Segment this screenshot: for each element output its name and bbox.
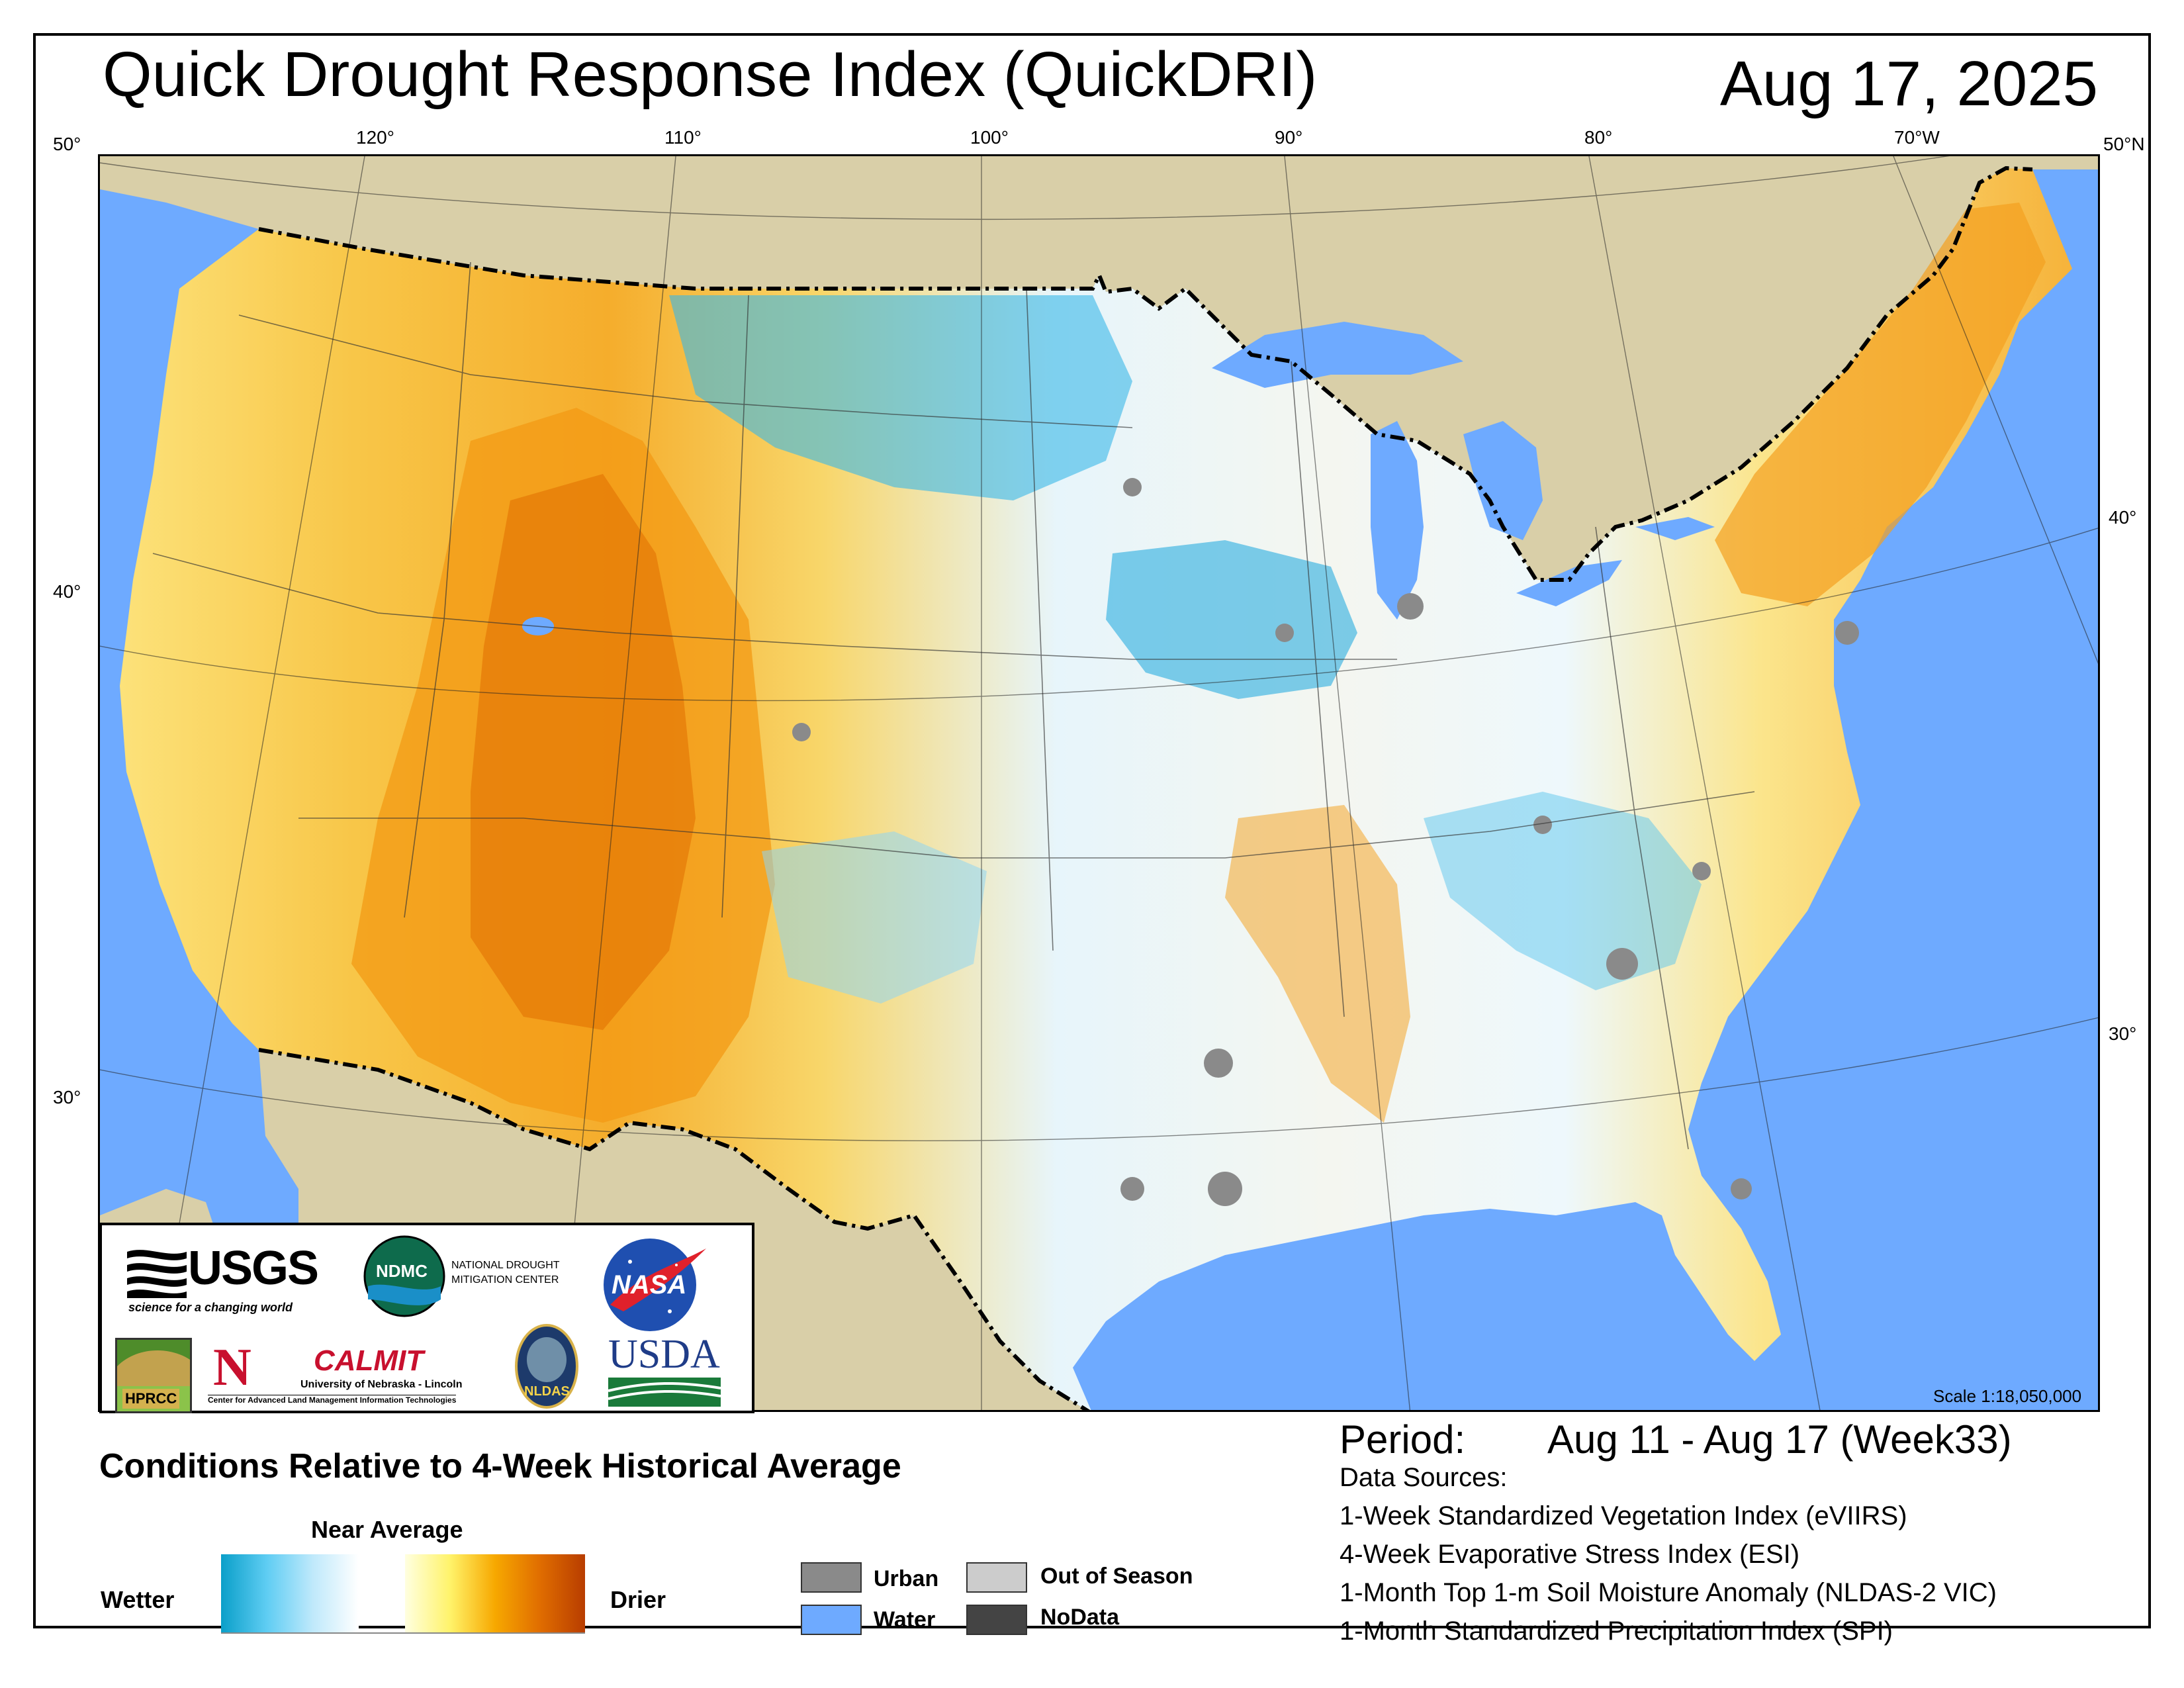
urban-swatch	[801, 1562, 862, 1593]
out-of-season-label: Out of Season	[1040, 1564, 1193, 1589]
lake-huron	[1463, 421, 1543, 540]
urban-area	[1397, 593, 1424, 620]
urban-area	[1835, 621, 1859, 645]
wet-region-northern-plains	[669, 295, 1132, 500]
map-date: Aug 17, 2025	[1719, 48, 2098, 119]
calmit-university: University of Nebraska - Lincoln	[300, 1379, 463, 1390]
urban-area	[1275, 624, 1294, 642]
data-source-item: 1-Week Standardized Vegetation Index (eV…	[1340, 1501, 1907, 1530]
dry-region-northeast	[1715, 203, 2046, 606]
ndmc-abbrev: NDMC	[376, 1261, 428, 1281]
out-of-season-swatch	[966, 1562, 1027, 1593]
lake-ontario	[1635, 517, 1715, 540]
urban-area	[1533, 816, 1552, 834]
corner-lat-right: 50°N	[2103, 134, 2145, 154]
water-swatch	[801, 1605, 862, 1635]
calmit-center: Center for Advanced Land Management Info…	[208, 1395, 457, 1405]
hprcc-wordmark: HPRCC	[122, 1389, 180, 1409]
urban-area	[1204, 1049, 1233, 1078]
urban-area	[792, 723, 811, 741]
calmit-logo: N CALMIT University of Nebraska - Lincol…	[208, 1338, 479, 1409]
partner-logos: USGS science for a changing world NDMC N…	[99, 1223, 754, 1413]
data-source-item: 1-Month Standardized Precipitation Index…	[1340, 1617, 1893, 1646]
wet-region-southeast	[1424, 792, 1702, 990]
drought-map: Scale 1:18,050,000	[98, 154, 2100, 1412]
usgs-wave-icon	[127, 1250, 187, 1298]
graticule-lines	[100, 156, 2098, 1410]
lat-label-right: 30°	[2109, 1023, 2137, 1044]
lat-label-left: 30°	[53, 1087, 81, 1107]
map-scale: Scale 1:18,050,000	[1933, 1386, 2082, 1406]
lake-erie	[1516, 560, 1622, 606]
hprcc-logo: HPRCC	[115, 1338, 192, 1413]
usda-field-icon	[608, 1378, 721, 1407]
usda-wordmark: USDA	[608, 1332, 720, 1377]
lon-label: 80°	[1584, 127, 1613, 148]
urban-area	[1123, 478, 1142, 496]
nasa-meatball-icon	[604, 1239, 706, 1331]
usgs-tagline: science for a changing world	[128, 1301, 293, 1314]
nldas-badge-icon	[515, 1324, 578, 1409]
data-sources-heading: Data Sources:	[1340, 1463, 1508, 1492]
mexico-border	[258, 1048, 1091, 1410]
data-source-item: 1-Month Top 1-m Soil Moisture Anomaly (N…	[1340, 1578, 1997, 1607]
figure-frame	[33, 33, 2151, 1628]
legend-heading: Conditions Relative to 4-Week Historical…	[99, 1447, 901, 1485]
dry-region-south-central	[1225, 805, 1410, 1123]
canada-landmass	[100, 156, 2098, 580]
urban-area	[1120, 1177, 1144, 1201]
nodata-label: NoData	[1040, 1605, 1120, 1630]
period-label: Period:	[1340, 1417, 1466, 1462]
hprcc-hills-icon	[117, 1340, 190, 1386]
lake-superior	[1212, 322, 1463, 388]
legend-near-average: Near Average	[311, 1516, 463, 1543]
usgs-logo: USGS science for a changing world	[127, 1242, 319, 1314]
usgs-wordmark: USGS	[188, 1242, 319, 1295]
nasa-wordmark: NASA	[612, 1270, 687, 1299]
calmit-wordmark: CALMIT	[314, 1344, 424, 1377]
lat-label-right: 40°	[2109, 507, 2137, 528]
urban-area	[1606, 948, 1638, 980]
legend-drier: Drier	[610, 1586, 666, 1613]
nodata-swatch	[966, 1605, 1027, 1635]
wet-color-ramp	[221, 1554, 359, 1632]
legend-wetter: Wetter	[101, 1586, 175, 1613]
data-source-item: 4-Week Evaporative Stress Index (ESI)	[1340, 1540, 1800, 1569]
ndmc-globe-icon	[363, 1235, 445, 1317]
lon-label: 90°	[1275, 127, 1303, 148]
urban-label: Urban	[874, 1566, 939, 1591]
ndmc-logo: NDMC NATIONAL DROUGHT MITIGATION CENTER	[361, 1233, 560, 1323]
dry-color-ramp	[405, 1554, 585, 1632]
ramp-baseline	[221, 1632, 585, 1634]
lon-label: 70°W	[1894, 127, 1940, 148]
urban-area	[1692, 862, 1711, 880]
urban-area	[1731, 1178, 1752, 1199]
ndmc-name-line1: NATIONAL DROUGHT	[451, 1260, 560, 1271]
urban-areas	[792, 478, 1859, 1206]
map-title: Quick Drought Response Index (QuickDRI)	[103, 39, 1318, 110]
lake-michigan	[1371, 421, 1424, 620]
dry-region-southwest-core	[471, 474, 696, 1030]
state-boundaries	[152, 261, 1755, 1150]
unl-n-mark: N	[213, 1338, 251, 1397]
international-border	[258, 165, 2033, 582]
water-label: Water	[874, 1607, 936, 1632]
urban-area	[1208, 1172, 1242, 1206]
period-value: Aug 11 - Aug 17 (Week33)	[1547, 1417, 2012, 1462]
lat-label-left: 40°	[53, 581, 81, 602]
corner-lat-left: 50°	[53, 134, 81, 154]
lon-label: 100°	[970, 127, 1009, 148]
nldas-wordmark: NLDAS	[524, 1384, 570, 1399]
lon-label: 120°	[356, 127, 394, 148]
lon-label: 110°	[664, 127, 702, 148]
nasa-logo: NASA	[597, 1232, 709, 1341]
map-canvas	[100, 156, 2098, 1410]
nldas-logo: NLDAS	[514, 1323, 580, 1413]
ndmc-name-line2: MITIGATION CENTER	[451, 1274, 559, 1286]
wet-region-texas-panhandle	[762, 831, 987, 1004]
